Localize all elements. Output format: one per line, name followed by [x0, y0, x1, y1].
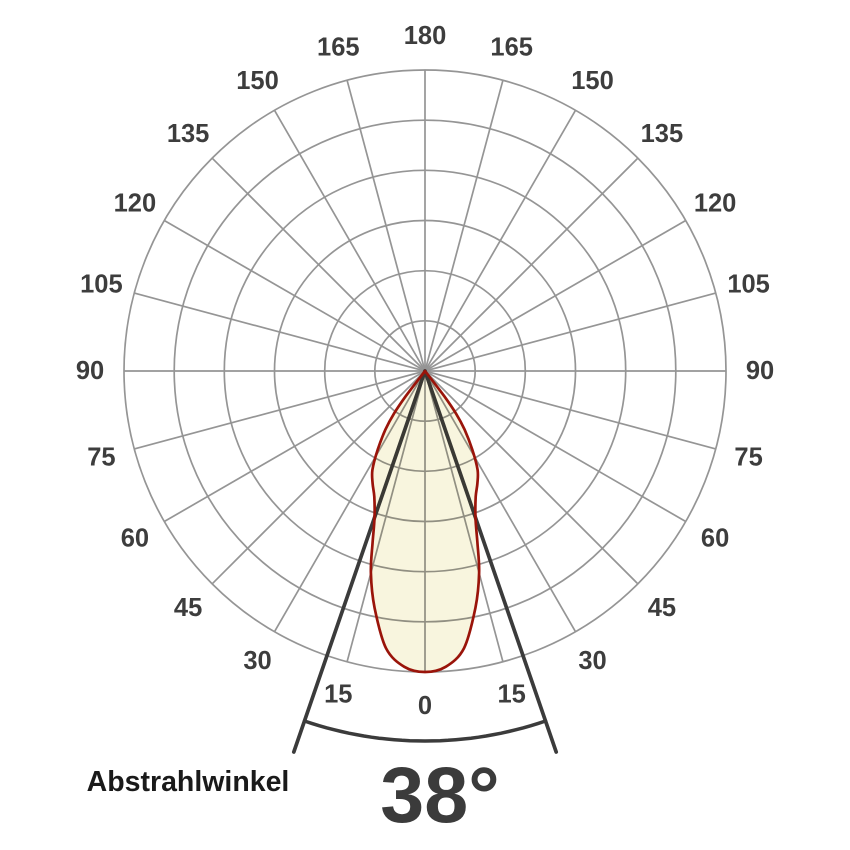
beam-angle-caption: Abstrahlwinkel	[87, 766, 290, 798]
angle-tick-label: 150	[571, 67, 614, 95]
angle-tick-label: 120	[694, 190, 737, 218]
angle-tick-label: 120	[114, 190, 157, 218]
angle-tick-label: 165	[317, 33, 360, 61]
angle-tick-label: 105	[727, 270, 770, 298]
angle-tick-label: 75	[87, 444, 115, 472]
beam-angle-value: 38°	[380, 750, 499, 839]
angle-tick-label: 90	[76, 357, 104, 385]
angle-tick-label: 75	[734, 444, 762, 472]
angle-tick-label: 180	[404, 22, 447, 50]
beam-lobe-fill	[370, 371, 480, 672]
angle-tick-label: 60	[701, 525, 729, 553]
angle-tick-label: 90	[746, 357, 774, 385]
angle-tick-label: 105	[80, 270, 123, 298]
beam-angle-arc	[302, 719, 548, 743]
angle-tick-label: 45	[174, 594, 202, 622]
angle-tick-labels: 0 15 15 30 30 45 45 60 60 75 75 90 90 105 105 120 120 135…	[76, 22, 774, 720]
angle-tick-label: 15	[324, 681, 352, 709]
angle-tick-label: 150	[236, 67, 279, 95]
angle-tick-label: 135	[167, 120, 210, 148]
angle-tick-label: 30	[243, 647, 271, 675]
angle-tick-label: 15	[498, 681, 526, 709]
angle-tick-label: 30	[578, 647, 606, 675]
angle-tick-label: 45	[648, 594, 676, 622]
angle-tick-label: 135	[641, 120, 684, 148]
angle-tick-label: 60	[121, 525, 149, 553]
angle-tick-label: 165	[490, 33, 533, 61]
angle-tick-label: 0	[418, 692, 432, 720]
beam-lobe-outline	[369, 369, 481, 674]
